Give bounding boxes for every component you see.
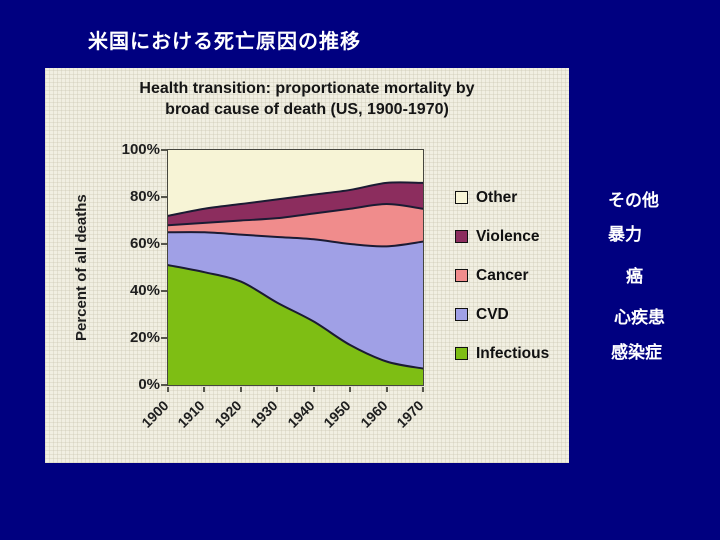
x-tick-mark bbox=[349, 387, 351, 392]
area-band-violence bbox=[168, 182, 423, 226]
y-tick-mark bbox=[161, 337, 167, 339]
chart-legend: Other Violence Cancer CVD Infectious bbox=[455, 178, 549, 373]
x-tick-label: 1930 bbox=[247, 397, 281, 431]
area-band-cvd bbox=[168, 232, 423, 369]
legend-label: CVD bbox=[476, 305, 509, 323]
legend-swatch-other bbox=[455, 191, 468, 204]
jp-label-other: その他 bbox=[608, 191, 659, 210]
legend-item-cvd: CVD bbox=[455, 295, 549, 334]
x-tick-mark bbox=[386, 387, 388, 392]
legend-swatch-cvd bbox=[455, 308, 468, 321]
legend-item-other: Other bbox=[455, 178, 549, 217]
legend-label: Infectious bbox=[476, 344, 550, 362]
legend-item-infectious: Infectious bbox=[455, 334, 549, 373]
chart-image: Health transition: proportionate mortali… bbox=[45, 68, 569, 463]
x-tick-mark bbox=[167, 387, 169, 392]
x-tick-label: 1910 bbox=[174, 397, 208, 431]
stacked-area-chart bbox=[168, 150, 423, 385]
y-tick-mark bbox=[161, 196, 167, 198]
y-tick-mark bbox=[161, 290, 167, 292]
band-boundary-infectious bbox=[168, 264, 423, 370]
x-tick-mark bbox=[313, 387, 315, 392]
jp-label-violence: 暴力 bbox=[608, 225, 642, 244]
jp-label-infectious: 感染症 bbox=[611, 343, 662, 362]
plot-area bbox=[167, 149, 424, 386]
area-band-infectious bbox=[168, 265, 423, 385]
x-tick-mark bbox=[276, 387, 278, 392]
legend-label: Violence bbox=[476, 227, 540, 245]
x-tick-mark bbox=[240, 387, 242, 392]
legend-swatch-infectious bbox=[455, 347, 468, 360]
x-tick-label: 1900 bbox=[138, 397, 172, 431]
band-boundary-cancer bbox=[168, 203, 423, 227]
y-tick-label: 100% bbox=[121, 141, 160, 158]
jp-label-cancer: 癌 bbox=[626, 267, 643, 286]
x-tick-mark bbox=[203, 387, 205, 392]
x-tick-label: 1940 bbox=[284, 397, 318, 431]
x-tick-label: 1970 bbox=[393, 397, 427, 431]
chart-title: Health transition: proportionate mortali… bbox=[45, 79, 569, 121]
legend-label: Cancer bbox=[476, 266, 529, 284]
y-tick-mark bbox=[161, 149, 167, 151]
x-tick-label: 1960 bbox=[357, 397, 391, 431]
jp-label-cvd: 心疾患 bbox=[614, 308, 665, 327]
y-tick-label: 20% bbox=[129, 329, 160, 346]
x-tick-label: 1950 bbox=[320, 397, 354, 431]
area-band-other bbox=[168, 150, 423, 216]
area-band-cancer bbox=[168, 204, 423, 247]
y-tick-label: 40% bbox=[129, 282, 160, 299]
y-tick-mark bbox=[161, 243, 167, 245]
y-tick-label: 60% bbox=[129, 235, 160, 252]
legend-item-violence: Violence bbox=[455, 217, 549, 256]
y-tick-label: 80% bbox=[129, 188, 160, 205]
legend-swatch-cancer bbox=[455, 269, 468, 282]
chart-title-line1: Health transition: proportionate mortali… bbox=[139, 80, 475, 97]
x-tick-mark bbox=[422, 387, 424, 392]
chart-title-line2: broad cause of death (US, 1900-1970) bbox=[165, 100, 449, 118]
y-tick-label: 0% bbox=[138, 376, 160, 393]
legend-label: Other bbox=[476, 188, 518, 206]
slide-title: 米国における死亡原因の推移 bbox=[88, 31, 361, 53]
band-boundary-violence bbox=[168, 181, 423, 217]
y-axis-title: Percent of all deaths bbox=[73, 194, 90, 341]
y-tick-mark bbox=[161, 384, 167, 386]
x-tick-label: 1920 bbox=[211, 397, 245, 431]
band-boundary-cvd bbox=[168, 231, 423, 248]
legend-swatch-violence bbox=[455, 230, 468, 243]
legend-item-cancer: Cancer bbox=[455, 256, 549, 295]
